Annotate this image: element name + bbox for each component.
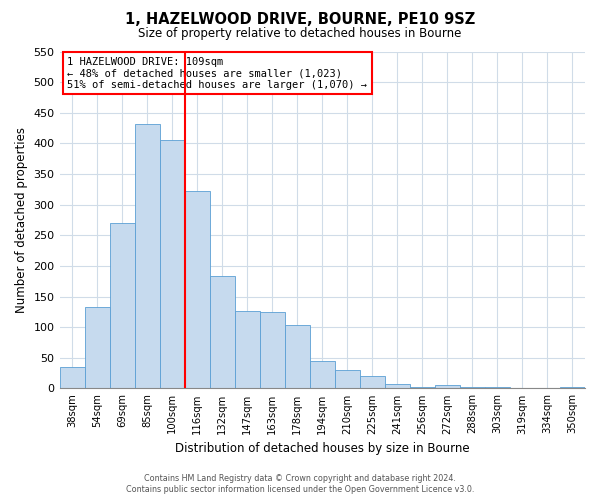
Bar xyxy=(185,191,209,388)
Bar xyxy=(385,384,410,388)
Bar xyxy=(134,124,160,388)
Bar xyxy=(59,367,85,388)
Bar xyxy=(285,326,310,388)
Bar xyxy=(209,276,235,388)
Bar xyxy=(560,386,585,388)
Bar xyxy=(410,386,435,388)
Text: Contains HM Land Registry data © Crown copyright and database right 2024.
Contai: Contains HM Land Registry data © Crown c… xyxy=(126,474,474,494)
Bar xyxy=(335,370,360,388)
Bar xyxy=(260,312,285,388)
Y-axis label: Number of detached properties: Number of detached properties xyxy=(15,127,28,313)
Bar xyxy=(235,310,260,388)
X-axis label: Distribution of detached houses by size in Bourne: Distribution of detached houses by size … xyxy=(175,442,470,455)
Text: 1 HAZELWOOD DRIVE: 109sqm
← 48% of detached houses are smaller (1,023)
51% of se: 1 HAZELWOOD DRIVE: 109sqm ← 48% of detac… xyxy=(67,56,367,90)
Bar xyxy=(485,387,510,388)
Bar xyxy=(460,387,485,388)
Bar xyxy=(435,386,460,388)
Text: 1, HAZELWOOD DRIVE, BOURNE, PE10 9SZ: 1, HAZELWOOD DRIVE, BOURNE, PE10 9SZ xyxy=(125,12,475,28)
Bar xyxy=(160,140,185,388)
Text: Size of property relative to detached houses in Bourne: Size of property relative to detached ho… xyxy=(139,28,461,40)
Bar xyxy=(110,223,134,388)
Bar xyxy=(360,376,385,388)
Bar xyxy=(85,307,110,388)
Bar xyxy=(310,361,335,388)
